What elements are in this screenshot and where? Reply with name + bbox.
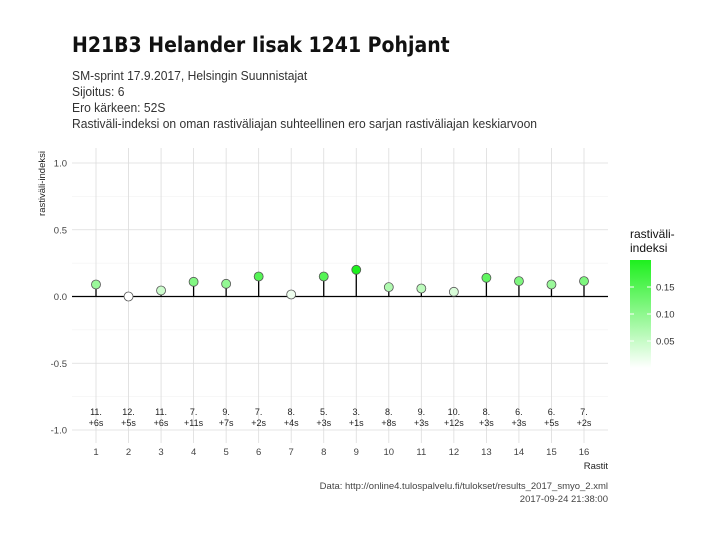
timestamp: 2017-09-24 21:38:00	[519, 494, 608, 505]
x-tick-label: 9	[354, 447, 359, 458]
chart-title: H21B3 Helander Iisak 1241 Pohjant	[72, 33, 450, 57]
legend: rastiväli-indeksi 0.15 0.10 0.05	[630, 227, 675, 368]
legend-tick-label: 0.05	[656, 337, 675, 348]
rank-label: 7.	[255, 407, 263, 417]
subtitle-line-1: SM-sprint 17.9.2017, Helsingin Suunnista…	[72, 68, 308, 83]
grid-lines	[72, 148, 608, 443]
data-marks: 11.+6s12.+5s11.+6s7.+11s9.+7s7.+2s8.+4s5…	[89, 264, 592, 428]
lollipop-point	[156, 285, 166, 296]
diff-label: +3s	[414, 418, 429, 428]
lollipop-point	[579, 276, 589, 287]
lollipop-point	[286, 289, 297, 300]
x-tick-label: 5	[223, 447, 228, 458]
diff-label: +7s	[219, 418, 234, 428]
x-tick-label: 15	[546, 447, 557, 458]
rank-label: 5.	[320, 407, 328, 417]
x-tick-label: 8	[321, 447, 326, 458]
x-tick-label: 14	[514, 447, 525, 458]
x-tick-label: 6	[256, 447, 261, 458]
lollipop-point	[188, 276, 199, 287]
rank-label: 11.	[90, 407, 102, 417]
diff-label: +3s	[512, 418, 527, 428]
x-tick-label: 3	[158, 447, 163, 458]
lollipop-point	[514, 276, 524, 287]
x-tick-label: 10	[384, 447, 395, 458]
x-axis-title: Rastit	[584, 461, 609, 472]
rank-label: 8.	[483, 407, 491, 417]
legend-title-line-2: indeksi	[630, 241, 667, 255]
lollipop-point	[91, 279, 101, 290]
lollipop-point	[351, 264, 362, 275]
diff-label: +5s	[121, 418, 136, 428]
x-tick-label: 12	[449, 447, 460, 458]
legend-tick-label: 0.15	[656, 283, 675, 294]
subtitle-line-4: Rastiväli-indeksi on oman rastiväliajan …	[72, 116, 538, 131]
x-tick-label: 1	[93, 447, 98, 458]
rank-label: 8.	[385, 407, 393, 417]
legend-tick-label: 0.10	[656, 310, 675, 321]
rank-label: 10.	[448, 407, 461, 417]
diff-label: +8s	[381, 418, 396, 428]
diff-label: +2s	[577, 418, 592, 428]
rank-label: 7.	[190, 407, 198, 417]
lollipop-point	[448, 286, 459, 297]
y-tick-label: 0.0	[54, 292, 67, 303]
x-tick-label: 4	[191, 447, 196, 458]
x-tick-label: 16	[579, 447, 590, 458]
rank-label: 8.	[287, 407, 295, 417]
y-tick-label: -0.5	[51, 359, 67, 370]
lollipop-point	[383, 282, 394, 293]
legend-colorbar	[630, 260, 651, 368]
y-tick-label: 1.0	[54, 159, 67, 170]
x-tick-label: 13	[481, 447, 492, 458]
diff-label: +6s	[89, 418, 104, 428]
lollipop-point	[123, 291, 134, 302]
x-tick-label: 7	[289, 447, 294, 458]
rank-label: 9.	[418, 407, 426, 417]
rank-label: 3.	[353, 407, 361, 417]
lollipop-point	[546, 279, 557, 290]
diff-label: +3s	[479, 418, 494, 428]
data-source: Data: http://online4.tulospalvelu.fi/tul…	[319, 481, 608, 492]
diff-label: +1s	[349, 418, 364, 428]
x-tick-label: 11	[416, 447, 426, 458]
y-tick-label: 0.5	[54, 225, 67, 236]
rank-label: 9.	[222, 407, 230, 417]
lollipop-point	[481, 272, 492, 283]
diff-label: +5s	[544, 418, 559, 428]
lollipop-point	[221, 278, 232, 289]
subtitle-line-3: Ero kärkeen: 52S	[72, 100, 166, 115]
rank-label: 6.	[548, 407, 556, 417]
diff-label: +3s	[316, 418, 331, 428]
lollipop-point	[318, 271, 329, 282]
lollipop-point	[416, 283, 427, 294]
y-axis-title: rastiväli-indeksi	[37, 151, 48, 216]
rank-label: 11.	[155, 407, 167, 417]
diff-label: +12s	[444, 418, 464, 428]
diff-label: +6s	[154, 418, 169, 428]
subtitle-line-2: Sijoitus: 6	[72, 84, 125, 99]
rank-label: 7.	[580, 407, 588, 417]
rank-label: 6.	[515, 407, 523, 417]
legend-title-line-1: rastiväli-	[630, 227, 675, 241]
y-tick-label: -1.0	[51, 426, 67, 437]
diff-label: +11s	[184, 418, 204, 428]
diff-label: +2s	[251, 418, 266, 428]
diff-label: +4s	[284, 418, 299, 428]
x-tick-label: 2	[126, 447, 131, 458]
lollipop-point	[253, 271, 264, 282]
rank-label: 12.	[122, 407, 135, 417]
